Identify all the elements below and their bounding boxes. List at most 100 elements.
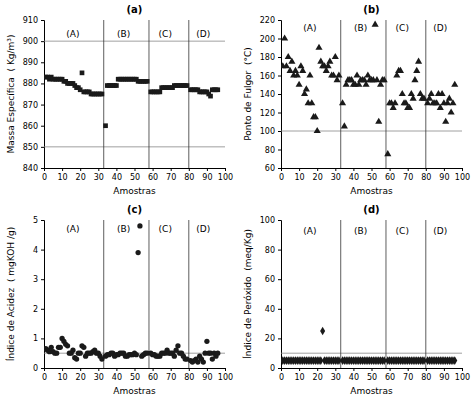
tick: 70 (166, 168, 176, 182)
point (208, 94, 213, 99)
tick-mark (278, 309, 281, 310)
tick: 890 (23, 58, 44, 67)
annotation: (D) (433, 23, 447, 33)
tick-label: 840 (23, 164, 38, 173)
title: (b) (363, 4, 379, 15)
point (452, 356, 457, 365)
axis-line (282, 169, 463, 172)
y-axis-label: Índice de Acidez ( mgKOH /g) (5, 227, 16, 361)
tick-label: 100 (218, 373, 233, 382)
title: (c) (127, 204, 142, 215)
tick-mark (41, 309, 44, 310)
tick-label: 0 (270, 364, 275, 373)
tick-mark (80, 168, 81, 171)
tick-mark (426, 368, 427, 371)
y-axis-label: Ponto de Fulgor (°C) (243, 47, 253, 141)
tick-label: 870 (23, 101, 38, 110)
tick-label: 90 (202, 373, 212, 382)
tick: 100 (218, 168, 233, 182)
tick-label: 0 (42, 373, 47, 382)
tick-label: 60 (265, 275, 275, 284)
section-divider (385, 220, 386, 368)
tick-mark (171, 368, 172, 371)
title: (a) (127, 4, 143, 15)
tick-label: 5 (33, 216, 38, 225)
tick-mark (80, 368, 81, 371)
tick: 40 (349, 168, 359, 182)
section-divider (188, 220, 189, 368)
tick-mark (462, 168, 463, 171)
tick-label: 3 (33, 275, 38, 284)
tick-mark (41, 83, 44, 84)
tick: 50 (367, 168, 377, 182)
tick: 80 (184, 368, 194, 382)
tick-label: 30 (94, 373, 104, 382)
tick-label: 20 (76, 173, 86, 182)
tick-mark (278, 94, 281, 95)
point (299, 67, 306, 73)
point (402, 99, 409, 105)
tick: 880 (23, 79, 44, 88)
tick-mark (317, 168, 318, 171)
tick-label: 80 (265, 146, 275, 155)
tick-mark (278, 39, 281, 40)
x-axis-label: Amostras (113, 186, 156, 196)
section-divider (340, 20, 341, 168)
tick-mark (189, 368, 190, 371)
tick-mark (41, 168, 44, 169)
x-axis: 0102030405060708090100 (279, 168, 470, 182)
tick-mark (41, 279, 44, 280)
x-axis: 0102030405060708090100 (42, 168, 233, 182)
tick-mark (335, 168, 336, 171)
tick-mark (135, 168, 136, 171)
point (413, 67, 420, 73)
point (315, 44, 322, 50)
tick: 70 (403, 168, 413, 182)
point (157, 90, 162, 95)
section-divider (340, 220, 341, 368)
tick-label: 10 (295, 173, 305, 182)
point (372, 21, 379, 27)
point (135, 250, 140, 255)
point (448, 108, 455, 114)
tick: 840 (23, 164, 44, 173)
tick-mark (462, 368, 463, 371)
point (451, 81, 458, 87)
tick: 100 (260, 216, 281, 225)
tick-label: 80 (265, 246, 275, 255)
tick-label: 80 (421, 373, 431, 382)
tick: 0 (42, 168, 47, 182)
tick-label: 80 (184, 173, 194, 182)
tick-label: 0 (33, 364, 38, 373)
point (375, 118, 382, 124)
tick: 860 (23, 122, 44, 131)
tick-mark (299, 168, 300, 171)
tick-mark (317, 368, 318, 371)
tick: 30 (94, 368, 104, 382)
tick-mark (278, 338, 281, 339)
x-axis: 0102030405060708090100 (279, 368, 470, 382)
point (442, 118, 449, 124)
tick: 900 (23, 37, 44, 46)
tick-mark (353, 168, 354, 171)
tick-label: 860 (23, 122, 38, 131)
tick-label: 1 (33, 334, 38, 343)
annotation: (C) (396, 226, 409, 236)
tick-mark (372, 368, 373, 371)
tick-mark (278, 20, 281, 21)
tick-label: 90 (439, 373, 449, 382)
tick: 100 (455, 168, 470, 182)
tick-mark (278, 57, 281, 58)
point (288, 58, 295, 64)
point (446, 95, 453, 101)
tick-label: 20 (76, 373, 86, 382)
point (364, 71, 371, 77)
tick-label: 2 (33, 305, 38, 314)
tick-mark (41, 338, 44, 339)
point (74, 356, 79, 361)
point (172, 354, 177, 359)
point (145, 79, 150, 84)
tick-mark (41, 368, 44, 369)
tick-label: 880 (23, 79, 38, 88)
tick-label: 40 (349, 373, 359, 382)
